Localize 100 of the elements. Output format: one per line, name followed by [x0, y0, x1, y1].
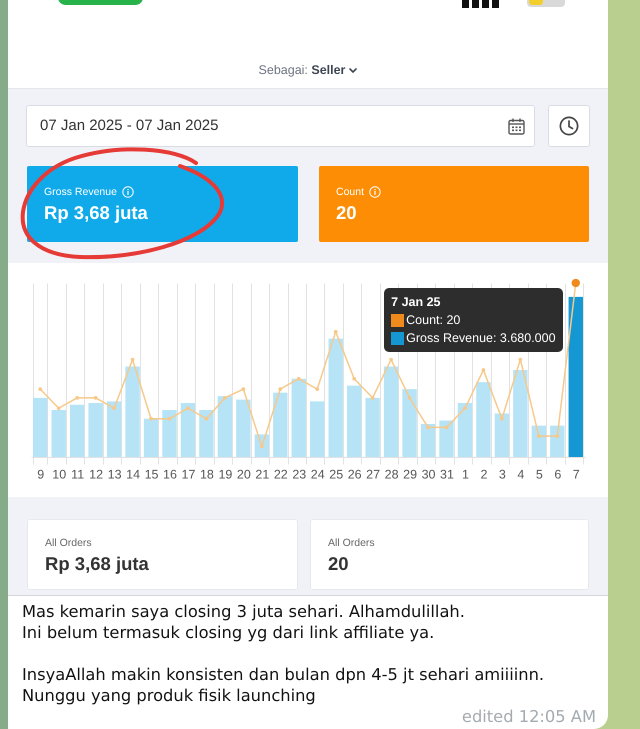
tooltip: 7 Jan 25 Count: 20 Gross Revenue: 3.680.000	[384, 288, 563, 352]
point	[112, 406, 116, 410]
x-tick-label: 22	[274, 468, 288, 482]
point	[56, 406, 61, 410]
bar	[328, 338, 343, 457]
point	[536, 434, 541, 438]
bar	[70, 404, 84, 457]
point	[168, 416, 172, 421]
bar	[532, 426, 546, 457]
point	[149, 416, 153, 421]
point	[278, 387, 282, 392]
point	[389, 358, 393, 362]
x-tick-label: 11	[71, 468, 84, 482]
metric-card: All Orders 20	[310, 519, 589, 590]
x-tick-label: 29	[403, 468, 418, 482]
x-tick-label: 25	[329, 468, 344, 482]
point	[370, 396, 375, 400]
x-tick-label: 7	[572, 468, 580, 482]
point	[186, 406, 190, 410]
point	[94, 396, 98, 400]
text: Seller	[311, 63, 346, 77]
bar	[310, 401, 324, 457]
bar	[346, 386, 362, 457]
point	[444, 426, 448, 430]
x-tick-label: 21	[255, 468, 270, 482]
x-tick-label: 1	[462, 468, 469, 482]
bar	[33, 398, 48, 457]
x-tick-label: 2	[480, 468, 488, 482]
bar	[52, 410, 66, 457]
x-tick-label: 27	[366, 468, 380, 482]
x-tick-label: 13	[108, 468, 122, 482]
x-tick-label: 15	[144, 468, 159, 482]
bar	[365, 398, 380, 457]
bar	[476, 382, 491, 457]
point	[426, 426, 430, 430]
bar	[550, 426, 564, 457]
x-tick-label: 3	[498, 468, 506, 482]
x-tick-label: 20	[236, 468, 251, 482]
metric-card: Count 20	[319, 166, 589, 242]
point	[315, 387, 320, 392]
x-tick-label: 16	[163, 468, 177, 482]
x-tick-label: 17	[182, 468, 196, 482]
x-tick-label: 28	[384, 468, 399, 482]
x-tick-label: 5	[536, 468, 543, 482]
x-tick-label: 19	[218, 468, 232, 482]
point	[482, 368, 486, 372]
bar	[439, 420, 454, 457]
metric-card: All Orders Rp 3,68 juta	[27, 519, 298, 590]
point	[75, 396, 80, 400]
point	[296, 376, 301, 381]
point	[408, 396, 412, 400]
bar	[218, 396, 232, 457]
x-tick-label: 24	[310, 468, 325, 482]
bar	[88, 403, 103, 457]
point	[38, 387, 42, 392]
x-tick-label: 9	[37, 468, 44, 482]
bar	[384, 366, 398, 457]
point	[260, 444, 264, 448]
bar	[402, 389, 417, 457]
annotation: Gross Revenue: 3.680.000	[406, 330, 556, 347]
x-tick-label: 31	[440, 468, 454, 482]
bar	[125, 366, 140, 457]
point	[334, 330, 338, 334]
bar	[292, 378, 306, 457]
point	[352, 376, 356, 381]
text: InsyaAllah makin konsisten dan bulan dpn 4-5 jt sehari amiiiinn. Nunggu yang produk fisik launching	[22, 664, 546, 706]
point	[463, 406, 467, 410]
x-tick-label: 4	[517, 468, 524, 482]
text: Mas kemarin saya closing 3 juta sehari. Alhamdulillah. Ini belum termasuk closing yg dari link affiliate ya.	[22, 601, 466, 643]
bar	[180, 403, 196, 457]
point	[241, 387, 246, 392]
bar	[106, 401, 122, 457]
bar	[144, 418, 158, 457]
bar	[199, 410, 214, 457]
bar	[568, 296, 583, 457]
x-tick-label: 26	[348, 468, 362, 482]
x-tick-label: 23	[292, 468, 306, 482]
bar	[513, 370, 528, 457]
text: Sebagai:	[258, 63, 309, 77]
point	[130, 358, 134, 362]
point	[555, 434, 560, 438]
x-tick-label: 6	[554, 468, 562, 482]
bar	[273, 392, 288, 457]
point	[500, 416, 504, 421]
point	[223, 396, 227, 400]
point	[518, 358, 522, 362]
bar	[162, 410, 177, 457]
x-tick-label: 12	[89, 468, 104, 482]
text: edited 12:05 AM	[462, 707, 596, 726]
x-tick-label: 18	[200, 468, 214, 482]
point	[204, 416, 208, 421]
x-tick-label: 14	[126, 468, 140, 482]
bar	[458, 403, 472, 457]
bar	[420, 424, 436, 457]
annotation: Count: 20	[406, 312, 460, 329]
bar	[236, 400, 251, 457]
bar	[494, 414, 510, 457]
x-tick-label: 10	[52, 468, 66, 482]
date-field: 07 Jan 2025 - 07 Jan 2025	[26, 105, 535, 147]
annotation: 7 Jan 25	[391, 294, 440, 311]
